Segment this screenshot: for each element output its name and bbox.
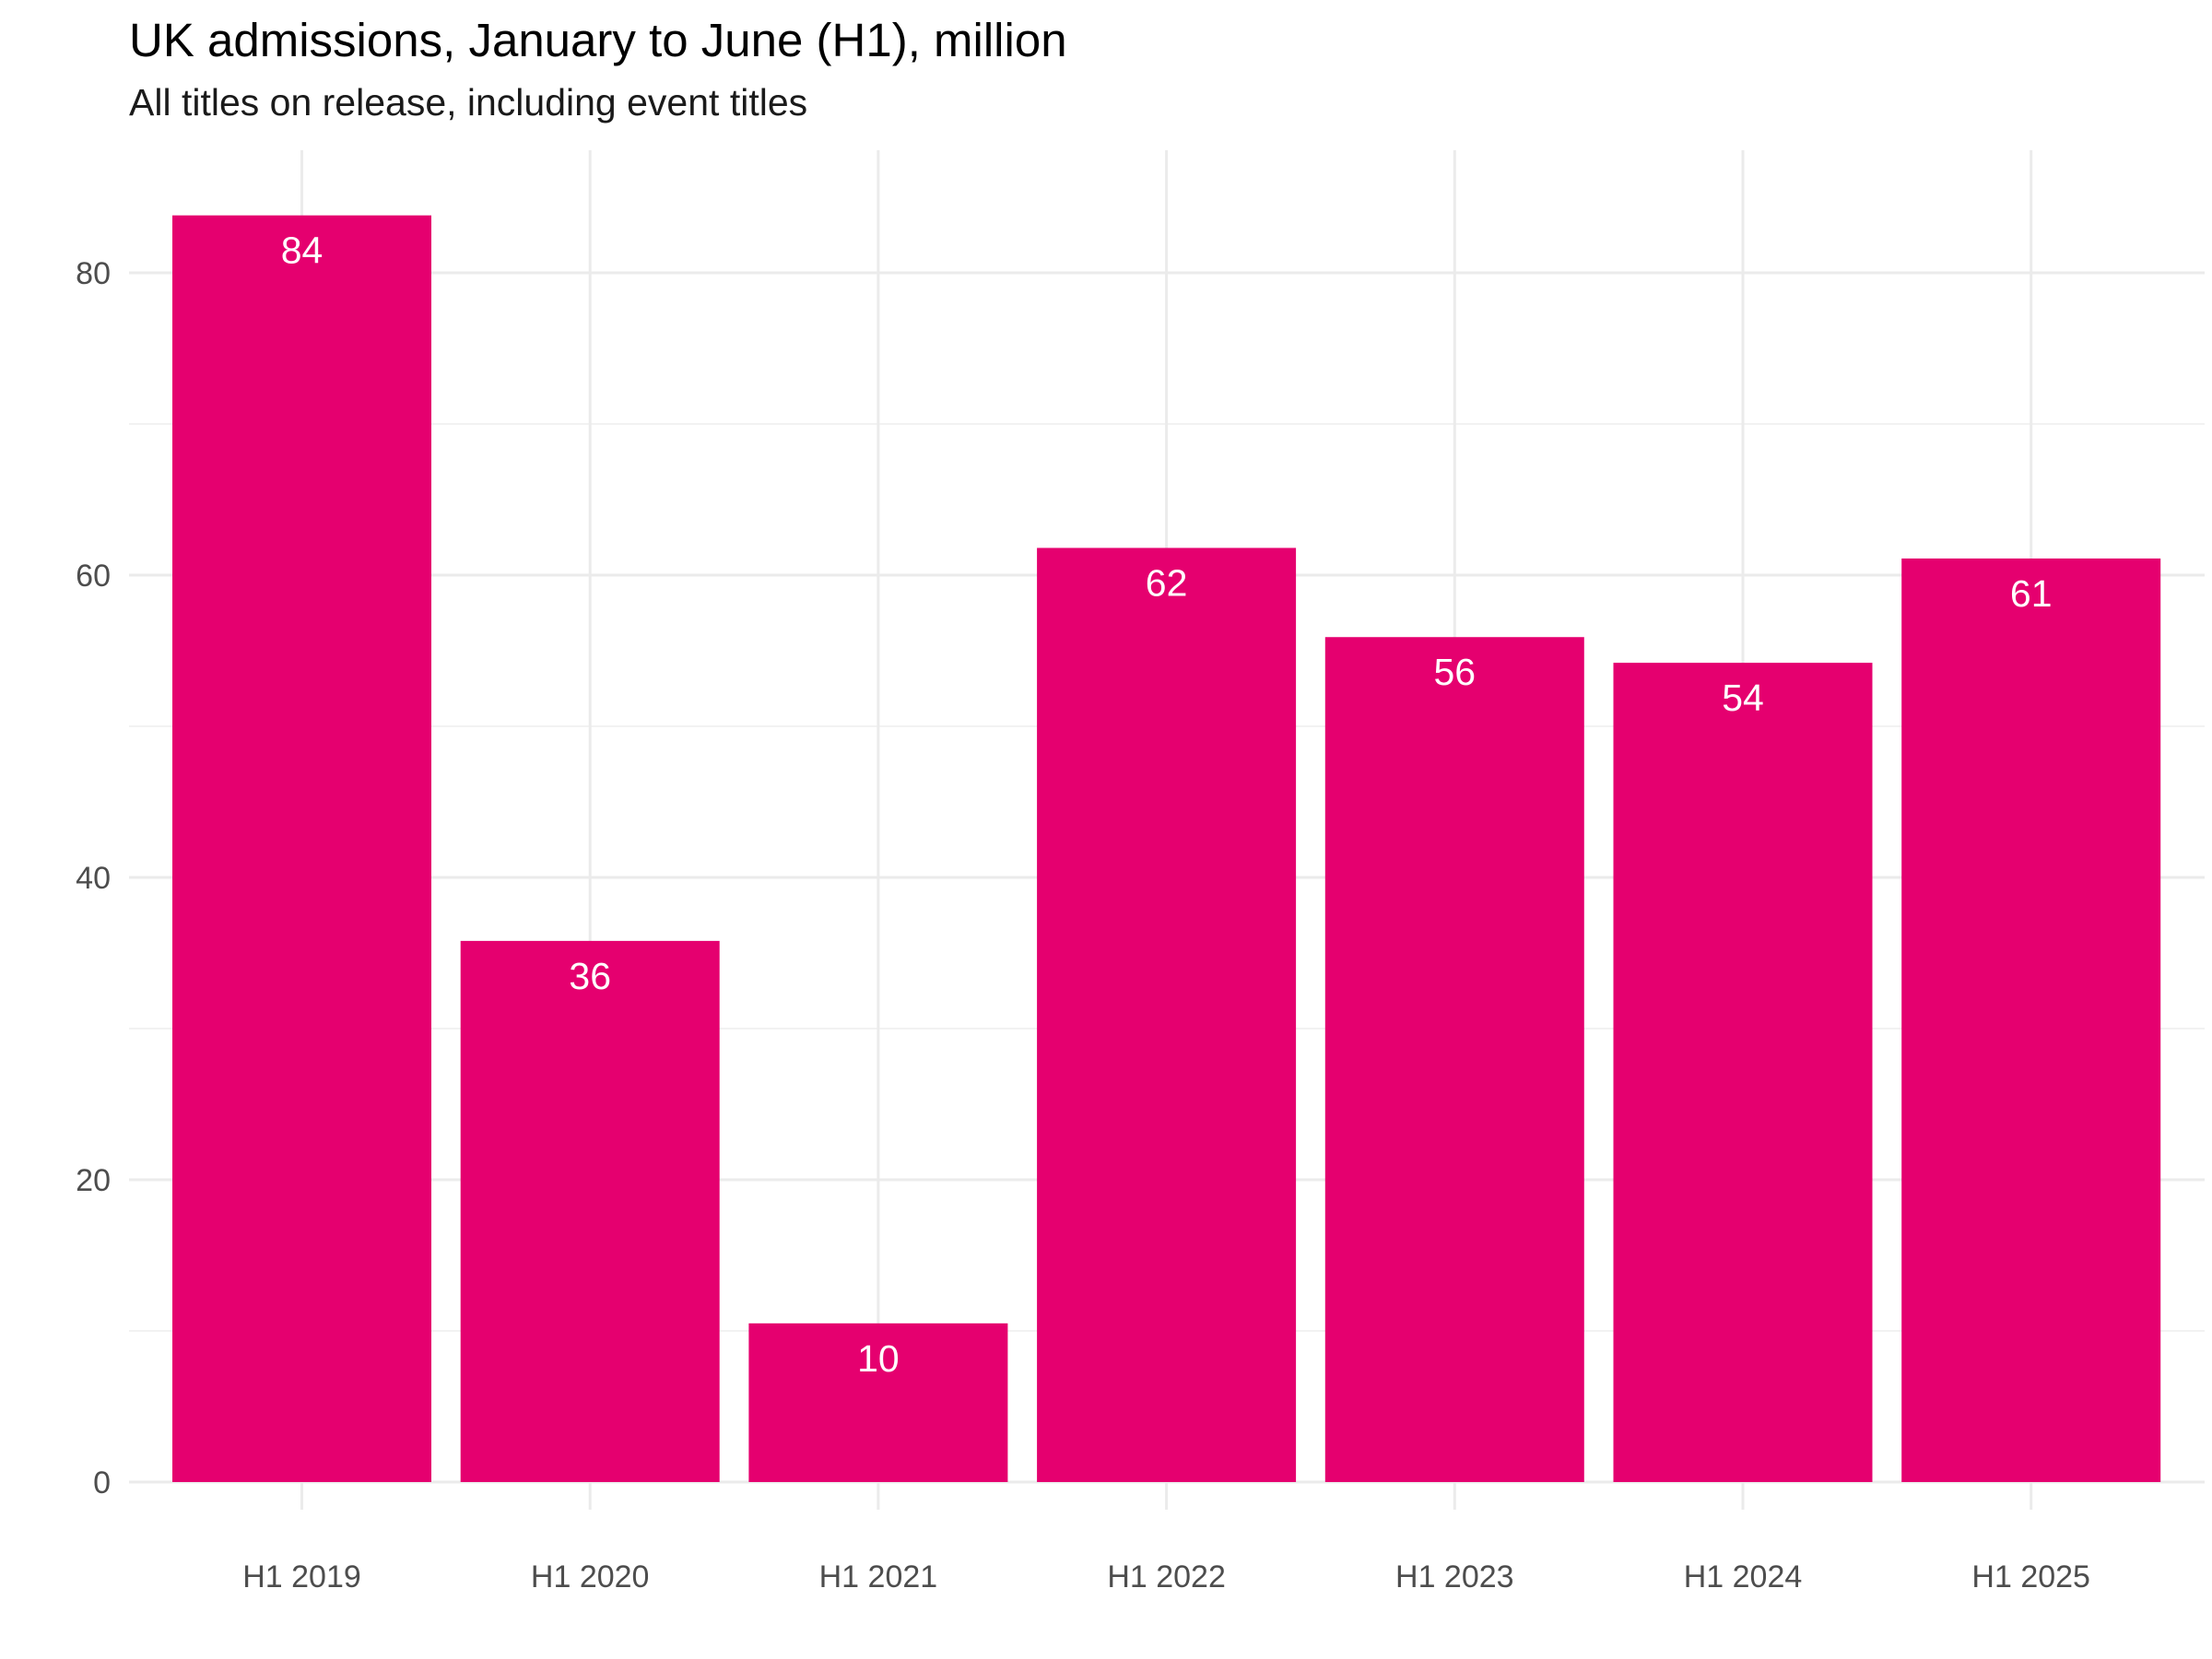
chart-subtitle: All titles on release, including event t… [129, 81, 808, 124]
data-label: 10 [857, 1337, 900, 1380]
y-tick-label: 20 [76, 1163, 111, 1198]
chart-title: UK admissions, January to June (H1), mil… [129, 14, 1067, 66]
data-label: 56 [1433, 651, 1476, 693]
bar [1613, 663, 1873, 1482]
y-tick-label: 60 [76, 559, 111, 594]
x-tick-label: H1 2020 [531, 1559, 650, 1594]
bar [1324, 637, 1584, 1482]
data-label: 61 [2010, 572, 2053, 615]
data-label: 54 [1722, 677, 1764, 719]
y-tick-label: 80 [76, 256, 111, 291]
data-label: 62 [1146, 561, 1188, 604]
x-tick-label: H1 2021 [819, 1559, 938, 1594]
x-tick-label: H1 2019 [242, 1559, 361, 1594]
x-tick-label: H1 2023 [1395, 1559, 1514, 1594]
data-label: 84 [281, 229, 324, 272]
bar [1901, 558, 2161, 1482]
bars [172, 215, 2161, 1483]
bar [460, 940, 720, 1482]
y-tick-label: 0 [93, 1465, 111, 1500]
x-tick-label: H1 2022 [1107, 1559, 1226, 1594]
x-tick-label: H1 2024 [1684, 1559, 1803, 1594]
x-tick-label: H1 2025 [1971, 1559, 2090, 1594]
y-tick-label: 40 [76, 861, 111, 896]
bar [748, 1323, 1008, 1482]
bar [172, 215, 431, 1483]
data-label: 36 [569, 955, 611, 997]
bar [1037, 547, 1297, 1482]
